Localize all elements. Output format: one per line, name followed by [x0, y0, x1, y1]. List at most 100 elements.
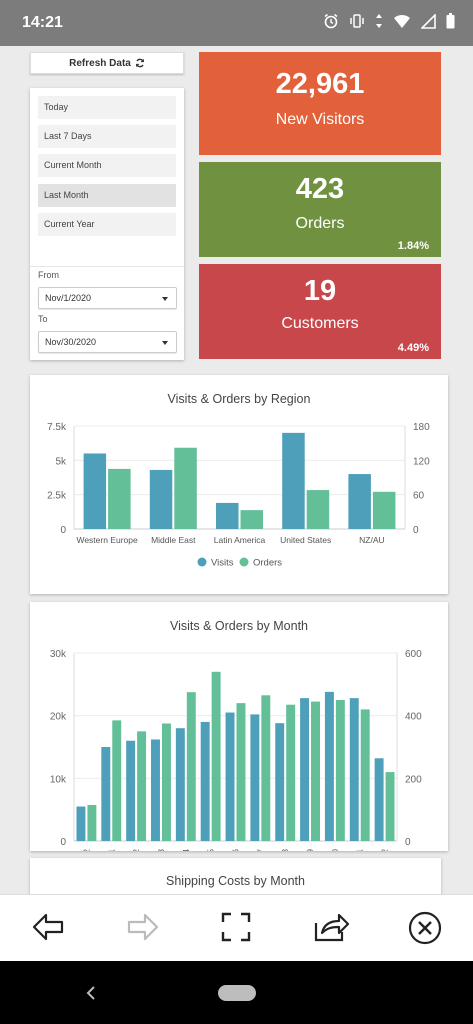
bar-orders [360, 709, 370, 841]
bar-orders [236, 703, 246, 841]
y-right-tick: 180 [413, 422, 430, 433]
x-tick-label: Latin America [214, 535, 266, 545]
to-date-value: Nov/30/2020 [45, 337, 97, 347]
y-left-tick: 5k [55, 456, 67, 467]
bar-orders [186, 692, 196, 841]
bar-visits [225, 712, 235, 841]
range-current-year[interactable]: Current Year [38, 213, 176, 236]
wifi-icon [394, 14, 410, 28]
bar-visits [215, 502, 239, 529]
range-today[interactable]: Today [38, 96, 176, 119]
kpi-visitors-caption: New Visitors [275, 111, 365, 128]
y-right-tick: 60 [413, 491, 425, 502]
bar-orders [261, 695, 271, 841]
x-tick-label: 2020-12 [381, 848, 390, 851]
bar-visits [300, 698, 310, 841]
region-chart: 0 2.5k 5k 7.5k 0 60 120 180 Western Europe Middle… [47, 422, 430, 569]
y-left-tick: 0 [60, 837, 66, 848]
chart-title: Visits & Orders by Month [169, 619, 308, 633]
x-tick-label: 2020-08 [281, 848, 290, 851]
bar-visits [348, 474, 371, 529]
status-icons [323, 13, 455, 29]
region-chart-card: Visits & Orders by Region 0 2.5k 5k 7.5k 0 60… [30, 375, 448, 594]
from-date-select[interactable]: Nov/1/2020 [38, 287, 177, 309]
bar-orders [286, 704, 296, 841]
month-chart: 0 10k 20k 30k 0 200 400 600 2019-12 2020-01 2020-0… [50, 649, 422, 851]
bar-orders [87, 804, 97, 841]
date-range-panel: Today Last 7 Days Current Month Last Mon… [30, 88, 184, 360]
y-left-tick: 30k [50, 649, 67, 660]
kpi-customers-percent: 4.49% [397, 342, 429, 354]
legend-marker [197, 557, 207, 567]
to-date-select[interactable]: Nov/30/2020 [38, 331, 177, 353]
bar-orders [372, 491, 396, 529]
x-tick-label: Middle East [151, 535, 196, 545]
fullscreen-icon[interactable] [220, 911, 252, 943]
signal-icon [421, 13, 436, 29]
range-last-7-days[interactable]: Last 7 Days [38, 125, 176, 148]
chevron-down-icon [162, 341, 168, 345]
from-date-value: Nov/1/2020 [45, 293, 92, 303]
forward-arrow-icon[interactable] [126, 911, 160, 943]
status-bar: 14:21 [0, 0, 473, 46]
x-tick-label: 2020-09 [306, 848, 315, 851]
kpi-customers-caption: Customers [281, 315, 359, 332]
bar-orders [240, 510, 264, 529]
x-tick-label: 2020-07 [256, 848, 265, 851]
x-tick-label: 2020-03 [157, 848, 166, 851]
legend-label: Orders [253, 558, 282, 569]
kpi-orders-percent: 1.84% [397, 240, 429, 252]
bar-orders [306, 490, 330, 529]
status-time: 14:21 [22, 14, 63, 31]
refresh-data-button[interactable]: Refresh Data [30, 52, 184, 74]
bar-orders [112, 720, 122, 841]
y-left-tick: 7.5k [47, 422, 67, 433]
battery-icon [446, 13, 455, 29]
x-tick-label: NZ/AU [359, 535, 385, 545]
bar-orders [108, 468, 131, 529]
refresh-label: Refresh Data [69, 57, 131, 69]
y-right-tick: 120 [413, 456, 430, 467]
bar-visits [175, 728, 185, 841]
back-arrow-icon[interactable] [31, 911, 65, 943]
alarm-icon [324, 13, 338, 29]
bar-visits [275, 723, 285, 841]
system-nav-bar [0, 961, 473, 1024]
kpi-customers-value: 19 [303, 275, 337, 307]
x-tick-label: 2019-12 [82, 848, 91, 851]
bar-visits [83, 453, 107, 529]
bar-visits [149, 469, 173, 529]
to-label: To [38, 314, 48, 324]
bar-orders [137, 731, 147, 841]
x-tick-label: 2020-01 [107, 848, 116, 851]
x-tick-label: 2020-10 [331, 848, 340, 851]
bar-visits [76, 806, 86, 841]
bar-orders [174, 447, 197, 529]
bar-visits [200, 721, 210, 841]
y-right-tick: 400 [405, 712, 422, 723]
close-icon[interactable] [408, 911, 442, 945]
home-pill[interactable] [218, 985, 256, 1001]
from-label: From [38, 270, 59, 280]
chart-title: Shipping Costs by Month [166, 874, 305, 888]
chart-title: Visits & Orders by Region [167, 392, 311, 406]
panel-divider [30, 266, 184, 267]
bar-orders [211, 671, 221, 841]
x-tick-label: 2020-06 [232, 848, 241, 851]
share-icon[interactable] [313, 909, 351, 943]
dashboard-content[interactable]: Refresh Data Today Last 7 Days Current M… [0, 46, 473, 894]
bar-visits [282, 432, 305, 529]
nav-back-icon[interactable] [85, 985, 97, 1001]
bar-visits [126, 740, 136, 841]
y-right-tick: 0 [405, 837, 411, 848]
bar-visits [101, 747, 111, 841]
range-last-month[interactable]: Last Month [38, 184, 176, 207]
legend-label: Visits [211, 558, 234, 569]
shipping-chart-card: Shipping Costs by Month [30, 858, 441, 894]
bar-visits [250, 714, 260, 841]
bar-orders [161, 723, 171, 841]
x-tick-label: United States [280, 535, 331, 545]
y-left-tick: 0 [60, 525, 66, 536]
range-current-month[interactable]: Current Month [38, 154, 176, 177]
y-left-tick: 10k [50, 774, 67, 785]
